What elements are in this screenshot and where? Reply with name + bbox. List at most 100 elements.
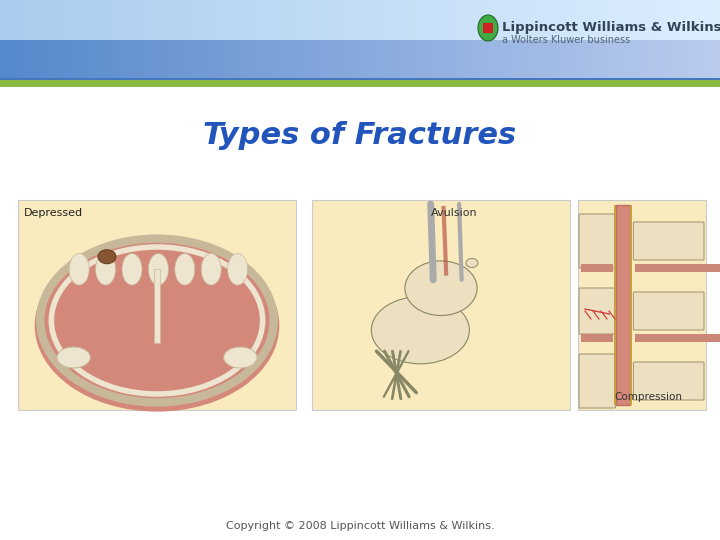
Bar <box>279 40 281 80</box>
Bar <box>245 40 247 80</box>
Bar <box>230 0 233 40</box>
Bar <box>245 0 247 40</box>
Bar <box>703 0 706 40</box>
Bar <box>50 0 53 40</box>
Bar <box>605 40 607 80</box>
Bar <box>84 0 86 40</box>
Bar <box>562 40 564 80</box>
Bar <box>382 40 384 80</box>
Bar <box>343 40 346 80</box>
Bar <box>665 40 667 80</box>
Bar <box>634 40 636 80</box>
Bar <box>125 0 127 40</box>
Bar <box>211 40 214 80</box>
Bar <box>99 40 101 80</box>
Bar <box>269 40 271 80</box>
Bar <box>468 0 470 40</box>
Bar <box>319 40 322 80</box>
Bar <box>197 40 199 80</box>
Bar <box>610 0 612 40</box>
Bar <box>247 0 250 40</box>
Bar <box>351 0 353 40</box>
FancyBboxPatch shape <box>579 288 616 334</box>
Bar <box>379 40 382 80</box>
Bar <box>302 40 305 80</box>
Bar <box>89 0 91 40</box>
Bar <box>254 40 257 80</box>
Bar <box>41 0 43 40</box>
Bar <box>415 0 418 40</box>
Bar <box>660 0 662 40</box>
Bar <box>60 0 63 40</box>
Bar <box>5 40 7 80</box>
Bar <box>115 0 117 40</box>
Bar <box>600 0 603 40</box>
Bar <box>257 40 259 80</box>
Bar <box>130 0 132 40</box>
Ellipse shape <box>228 254 248 285</box>
Bar <box>689 0 691 40</box>
Bar <box>396 40 398 80</box>
Bar <box>261 0 264 40</box>
Bar <box>677 40 679 80</box>
Bar <box>338 40 341 80</box>
Bar <box>631 40 634 80</box>
Bar <box>312 200 570 410</box>
Bar <box>583 0 585 40</box>
Bar <box>101 0 103 40</box>
Bar <box>175 0 178 40</box>
Bar <box>2 40 5 80</box>
Bar <box>598 0 600 40</box>
Bar <box>233 40 235 80</box>
Ellipse shape <box>405 261 477 315</box>
Bar <box>701 0 703 40</box>
Bar <box>70 0 72 40</box>
Bar <box>389 40 391 80</box>
Bar <box>643 40 646 80</box>
Bar <box>43 0 45 40</box>
Bar <box>127 0 130 40</box>
Ellipse shape <box>224 347 257 368</box>
Bar <box>135 0 137 40</box>
Bar <box>578 200 706 410</box>
Bar <box>295 40 297 80</box>
Bar <box>139 0 142 40</box>
Bar <box>619 0 621 40</box>
Bar <box>110 40 113 80</box>
Bar <box>425 40 427 80</box>
Bar <box>430 40 432 80</box>
Bar <box>706 40 708 80</box>
Bar <box>437 0 439 40</box>
Bar <box>713 0 715 40</box>
Bar <box>607 0 610 40</box>
Bar <box>331 0 333 40</box>
Bar <box>562 0 564 40</box>
Bar <box>48 0 50 40</box>
Bar <box>221 40 223 80</box>
Bar <box>715 0 718 40</box>
Bar <box>247 40 250 80</box>
Bar <box>567 40 569 80</box>
Bar <box>526 0 528 40</box>
Bar <box>274 0 276 40</box>
Bar <box>504 0 506 40</box>
Bar <box>631 205 632 405</box>
Bar <box>391 0 394 40</box>
FancyBboxPatch shape <box>634 292 704 330</box>
Bar <box>355 40 358 80</box>
Bar <box>173 0 175 40</box>
Bar <box>528 40 531 80</box>
Bar <box>391 40 394 80</box>
Bar <box>326 0 329 40</box>
Bar <box>269 0 271 40</box>
Bar <box>329 40 331 80</box>
Bar <box>533 0 535 40</box>
Bar <box>106 0 108 40</box>
Bar <box>667 40 670 80</box>
Bar <box>322 40 324 80</box>
Bar <box>72 0 74 40</box>
Bar <box>355 0 358 40</box>
Bar <box>635 264 720 272</box>
FancyBboxPatch shape <box>579 214 616 268</box>
Bar <box>192 0 194 40</box>
